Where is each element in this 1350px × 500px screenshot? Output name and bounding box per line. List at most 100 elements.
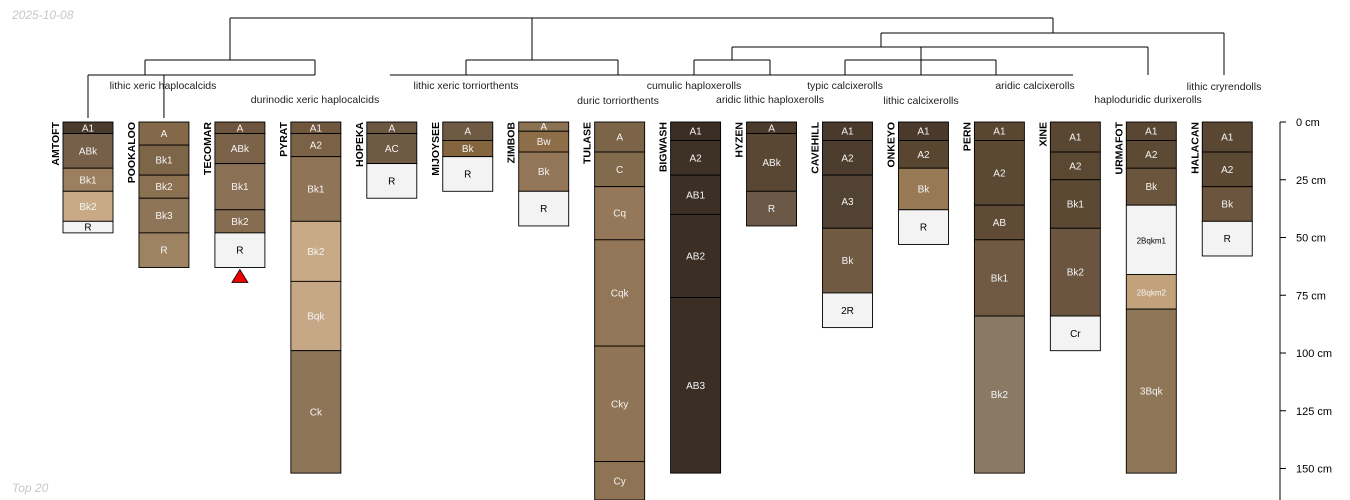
profile-name: PERN [961,122,973,151]
horizon-label: Bk2 [991,390,1009,401]
horizon [594,461,646,500]
horizon-label: ABk [79,146,98,157]
horizon [973,315,1025,474]
horizon [746,190,797,227]
horizon-label: Cy [614,476,626,487]
horizon-label: AB [993,218,1007,229]
horizon-label: 3Bqk [1140,387,1164,398]
horizon [518,190,570,227]
horizon-label: R [768,204,775,215]
profile-name: CAVEHILL [810,121,822,173]
horizon-label: A [237,123,244,134]
horizon-label: A2 [1221,165,1234,176]
horizon [62,190,114,222]
soil-profile: TECOMAR A ABk Bk1 Bk2 R [202,121,266,268]
horizon [594,239,646,347]
horizon [290,220,342,282]
horizon-label: Cky [611,399,628,410]
taxon-label: haploduridic durixerolls [1094,94,1201,106]
horizon-label: A2 [1069,161,1082,172]
horizon-label: R [160,246,167,257]
horizon-label: C [616,165,623,176]
horizon-label: Bk1 [1067,200,1085,211]
profile-name: XINE [1037,122,1049,147]
horizon [214,232,266,268]
soil-profile: URMAFOT A1 A2 Bk 2Bqkm1 2Bqkm2 3Bqk [1113,121,1177,474]
horizon-label: Bk3 [155,211,173,222]
depth-axis: 0 cm 25 cm 50 cm 75 cm 100 cm 125 cm 150 cm [1279,117,1332,500]
horizon [822,140,873,176]
horizon-label: A2 [1145,150,1158,161]
horizon-label: A [616,133,623,144]
horizon [594,186,646,241]
soil-profile: HYZEN A ABk R [734,121,797,227]
horizon [898,140,949,169]
horizon [1125,308,1177,474]
horizon-label: Bk2 [1067,268,1085,279]
horizon-label: Bk [1221,200,1234,211]
horizon-label: R [1224,234,1231,245]
horizon [290,280,342,352]
horizon [62,220,114,234]
horizon-label: A [768,123,775,134]
horizon [594,151,646,188]
profile-name: ZIMBOB [506,122,518,164]
horizon-label: Cqk [611,288,630,299]
profile-name: AMTOFT [50,121,62,165]
horizon [1049,151,1101,181]
profile-name: POOKALOO [126,122,138,183]
taxon-labels: lithic xeric haplocalcids durinodic xeric… [110,80,1262,107]
horizon-label: ABk [231,144,250,155]
horizon-label: R [84,223,91,234]
horizon [822,227,873,294]
horizon-label: A1 [1221,133,1234,144]
horizon-label: A [540,122,547,133]
horizon [746,133,797,192]
profile-name: URMAFOT [1113,121,1125,174]
profile-name: MIJOYSEE [430,122,442,176]
soil-profile: ZIMBOB A Bw Bk R [506,121,570,227]
horizon [973,204,1025,241]
horizon-label: A1 [841,127,854,138]
horizon-label: Bk [918,184,931,195]
soil-profile: ONKEYO A1 A2 Bk R [885,121,949,245]
horizon [1201,151,1253,188]
profile-name: TULASE [582,122,594,164]
horizon [1201,121,1253,153]
horizon-label: A [161,129,168,140]
horizon [138,232,190,268]
horizon-label: Bw [537,137,552,148]
horizon-label: A2 [917,150,930,161]
depth-tick-label: 100 cm [1296,348,1332,360]
horizon-label: AB1 [686,190,705,201]
soil-profile: XINE A1 A2 Bk1 Bk2 Cr [1037,121,1101,352]
horizon-label: Bk1 [231,182,249,193]
soil-profile: PERN A1 A2 AB Bk1 Bk2 [961,121,1025,474]
horizon [138,197,190,234]
soil-profile: TULASE A C Cq Cqk Cky Cy [582,121,646,500]
horizon-label: A1 [310,123,323,134]
horizon [1125,167,1177,206]
horizon-label: 2Bqkm1 [1137,236,1167,245]
soil-profile: HALACAN A1 A2 Bk R [1189,121,1253,257]
horizon-label: A1 [82,123,95,134]
horizon [898,167,949,211]
taxon-label: lithic cryrendolls [1187,81,1262,93]
profile-name: HALACAN [1189,122,1201,174]
horizon [290,156,342,222]
horizon [670,213,722,299]
profile-name: HOPEKA [354,122,366,167]
taxon-label: lithic xeric torriorthents [413,80,518,92]
horizon [594,345,646,463]
horizon-label: Bk1 [307,184,325,195]
horizon-label: Ck [310,407,323,418]
horizon-label: A2 [993,168,1006,179]
horizon [518,151,570,192]
soil-profile: HOPEKA A AC R [354,121,418,199]
horizon-label: ABk [762,158,781,169]
taxon-label: aridic calcixerolls [995,80,1074,92]
horizon-label: Bk [462,144,475,155]
profile-name: PYRAT [278,121,290,156]
horizon-label: Cr [1070,329,1081,340]
